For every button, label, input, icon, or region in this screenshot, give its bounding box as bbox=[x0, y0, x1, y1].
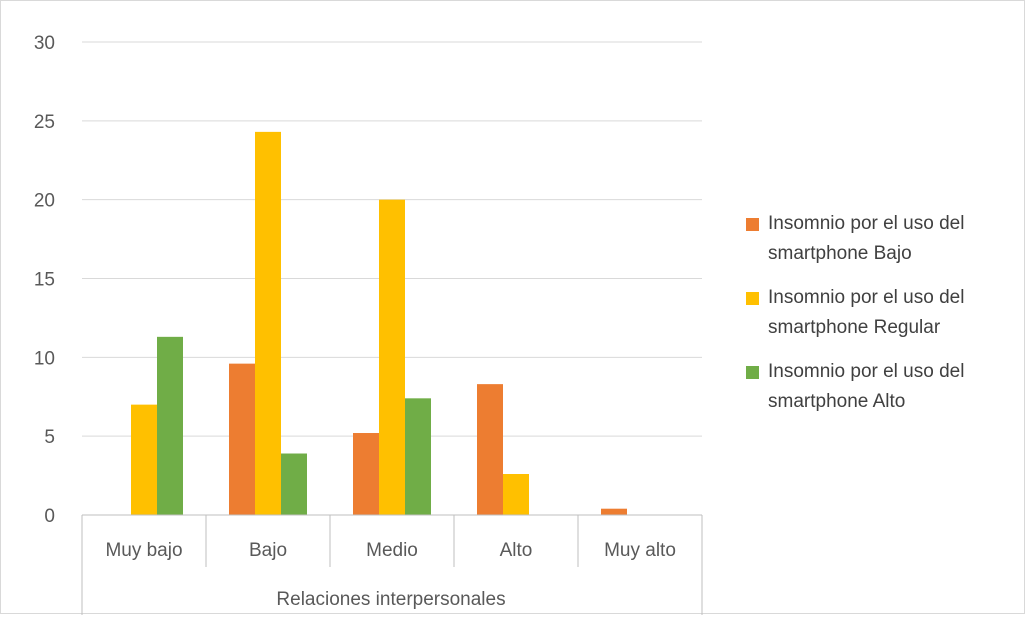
y-tick-label: 20 bbox=[34, 191, 55, 212]
x-tick-label: Muy alto bbox=[604, 540, 676, 561]
y-tick-label: 25 bbox=[34, 112, 55, 133]
legend-swatch-alto bbox=[746, 366, 759, 379]
bar bbox=[503, 474, 529, 515]
y-tick-label: 0 bbox=[44, 506, 55, 527]
x-axis bbox=[81, 514, 703, 615]
bar bbox=[601, 508, 627, 515]
legend-item-regular: Insomnio por el uso del smartphone Regul… bbox=[746, 283, 1026, 343]
bars bbox=[131, 131, 627, 515]
legend-label-line1: Insomnio por el uso del bbox=[768, 287, 965, 308]
bar bbox=[477, 384, 503, 515]
bar bbox=[281, 453, 307, 515]
legend-swatch-bajo bbox=[746, 218, 759, 231]
legend-label-line2: smartphone Bajo bbox=[768, 243, 912, 264]
y-tick-label: 10 bbox=[34, 348, 55, 369]
legend-label-line1: Insomnio por el uso del bbox=[768, 361, 965, 382]
bar bbox=[131, 404, 157, 515]
y-tick-label: 5 bbox=[44, 427, 55, 448]
legend-label-line1: Insomnio por el uso del bbox=[768, 213, 965, 234]
x-tick-label: Muy bajo bbox=[105, 540, 182, 561]
x-tick-label: Bajo bbox=[249, 540, 287, 561]
x-axis-labels: Muy bajo Bajo Medio Alto Muy alto bbox=[105, 540, 675, 561]
legend-swatch-regular bbox=[746, 292, 759, 305]
y-tick-label: 30 bbox=[34, 33, 55, 54]
y-axis-ticks: 0 5 10 15 20 25 30 bbox=[34, 33, 55, 527]
x-tick-label: Medio bbox=[366, 540, 418, 561]
bar bbox=[353, 433, 379, 515]
x-axis-title: Relaciones interpersonales bbox=[276, 589, 505, 610]
bar bbox=[157, 336, 183, 515]
bar bbox=[229, 363, 255, 515]
bar bbox=[379, 199, 405, 515]
bar bbox=[405, 398, 431, 515]
y-tick-label: 15 bbox=[34, 270, 55, 291]
bar bbox=[255, 131, 281, 515]
x-tick-label: Alto bbox=[500, 540, 533, 561]
legend: Insomnio por el uso del smartphone Bajo … bbox=[746, 209, 1026, 431]
legend-item-alto: Insomnio por el uso del smartphone Alto bbox=[746, 357, 1026, 417]
legend-label-line2: smartphone Alto bbox=[768, 391, 906, 412]
legend-label-line2: smartphone Regular bbox=[768, 317, 941, 338]
legend-item-bajo: Insomnio por el uso del smartphone Bajo bbox=[746, 209, 1026, 269]
